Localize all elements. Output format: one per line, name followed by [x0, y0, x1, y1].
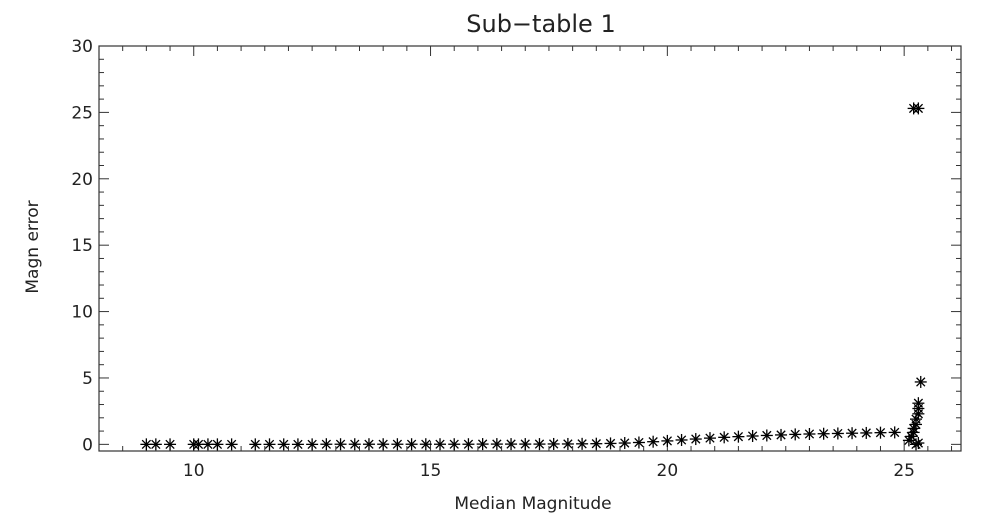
axis-ticks: 10 15 20 25 0 5 10 15 20 25 30 — [71, 37, 961, 481]
data-point — [647, 435, 660, 448]
data-point — [149, 438, 162, 451]
data-point — [476, 438, 489, 451]
data-point — [362, 438, 375, 451]
data-point — [348, 438, 361, 451]
data-point — [914, 375, 927, 388]
data-point — [803, 428, 816, 441]
y-tick-label: 15 — [71, 236, 93, 256]
x-tick-label: 15 — [420, 461, 442, 481]
data-point — [490, 438, 503, 451]
data-point — [211, 438, 224, 451]
x-tick-label: 25 — [893, 461, 915, 481]
data-point — [618, 437, 631, 450]
data-point — [225, 438, 238, 451]
data-point — [334, 438, 347, 451]
chart-title: Sub−table 1 — [466, 10, 615, 38]
data-point — [912, 102, 925, 115]
data-points — [140, 102, 927, 451]
data-point — [860, 426, 873, 439]
x-axis-label: Median Magnitude — [454, 494, 611, 514]
data-point — [912, 397, 925, 410]
data-point — [505, 438, 518, 451]
data-point — [405, 438, 418, 451]
data-point — [789, 428, 802, 441]
data-point — [632, 436, 645, 449]
data-point — [533, 438, 546, 451]
data-point — [419, 438, 432, 451]
data-point — [377, 438, 390, 451]
data-point — [732, 430, 745, 443]
data-point — [910, 438, 923, 451]
data-point — [547, 437, 560, 450]
data-point — [291, 438, 304, 451]
data-point — [249, 438, 262, 451]
data-point — [320, 438, 333, 451]
data-point — [675, 433, 688, 446]
x-tick-label: 20 — [657, 461, 679, 481]
y-tick-label: 30 — [71, 37, 93, 57]
x-tick-label: 10 — [183, 461, 205, 481]
data-point — [277, 438, 290, 451]
data-point — [831, 427, 844, 440]
data-point — [561, 437, 574, 450]
y-tick-label: 25 — [71, 103, 93, 123]
data-point — [434, 438, 447, 451]
data-point — [817, 427, 830, 440]
y-tick-label: 0 — [82, 435, 93, 455]
data-point — [718, 431, 731, 444]
data-point — [661, 434, 674, 447]
data-point — [888, 426, 901, 439]
data-point — [604, 437, 617, 450]
y-axis-label: Magn error — [23, 200, 43, 293]
data-point — [263, 438, 276, 451]
data-point — [846, 427, 859, 440]
plot-frame — [98, 45, 962, 452]
data-point — [703, 432, 716, 445]
data-point — [760, 429, 773, 442]
data-point — [462, 438, 475, 451]
data-point — [874, 426, 887, 439]
data-point — [306, 438, 319, 451]
y-tick-label: 5 — [82, 369, 93, 389]
y-tick-label: 10 — [71, 303, 93, 323]
data-point — [590, 437, 603, 450]
data-point — [519, 438, 532, 451]
data-point — [448, 438, 461, 451]
data-point — [391, 438, 404, 451]
data-point — [775, 428, 788, 441]
data-point — [689, 433, 702, 446]
data-point — [576, 437, 589, 450]
y-tick-label: 20 — [71, 170, 93, 190]
data-point — [164, 438, 177, 451]
data-point — [746, 429, 759, 442]
data-point — [201, 438, 214, 451]
